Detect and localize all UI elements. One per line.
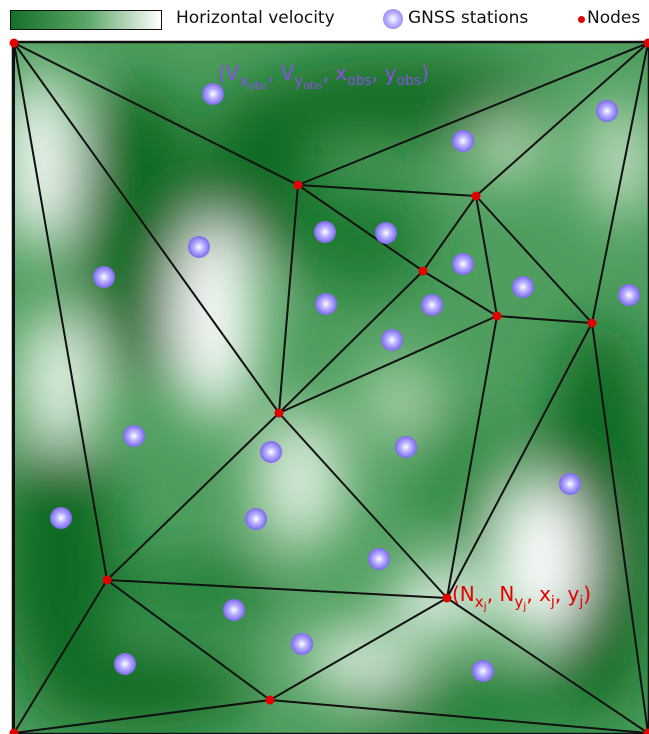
gnss-station xyxy=(596,100,618,122)
gnss-station xyxy=(512,276,534,298)
gnss-station xyxy=(452,253,474,275)
node xyxy=(419,267,428,276)
node xyxy=(275,409,284,418)
node xyxy=(588,319,597,328)
gnss-station xyxy=(260,441,282,463)
node xyxy=(10,39,19,48)
gnss-station xyxy=(559,473,581,495)
gnss-station xyxy=(368,548,390,570)
gnss-station xyxy=(618,284,640,306)
gnss-station xyxy=(188,236,210,258)
gnss-station xyxy=(395,436,417,458)
gnss-station xyxy=(93,266,115,288)
gnss-station xyxy=(421,294,443,316)
node xyxy=(472,192,481,201)
node xyxy=(443,594,452,603)
gnss-station xyxy=(314,221,336,243)
gnss-station xyxy=(202,83,224,105)
gnss-station xyxy=(452,130,474,152)
node xyxy=(294,181,303,190)
gnss-station xyxy=(245,508,267,530)
node xyxy=(493,312,502,321)
gnss-station xyxy=(315,293,337,315)
gnss-station xyxy=(114,653,136,675)
gnss-station xyxy=(472,660,494,682)
gnss-station xyxy=(375,222,397,244)
gnss-station xyxy=(123,425,145,447)
velocity-field xyxy=(0,42,649,734)
gnss-station xyxy=(223,599,245,621)
gnss-station xyxy=(381,329,403,351)
gnss-station xyxy=(50,507,72,529)
node xyxy=(266,696,275,705)
node xyxy=(103,576,112,585)
gnss-station xyxy=(291,633,313,655)
